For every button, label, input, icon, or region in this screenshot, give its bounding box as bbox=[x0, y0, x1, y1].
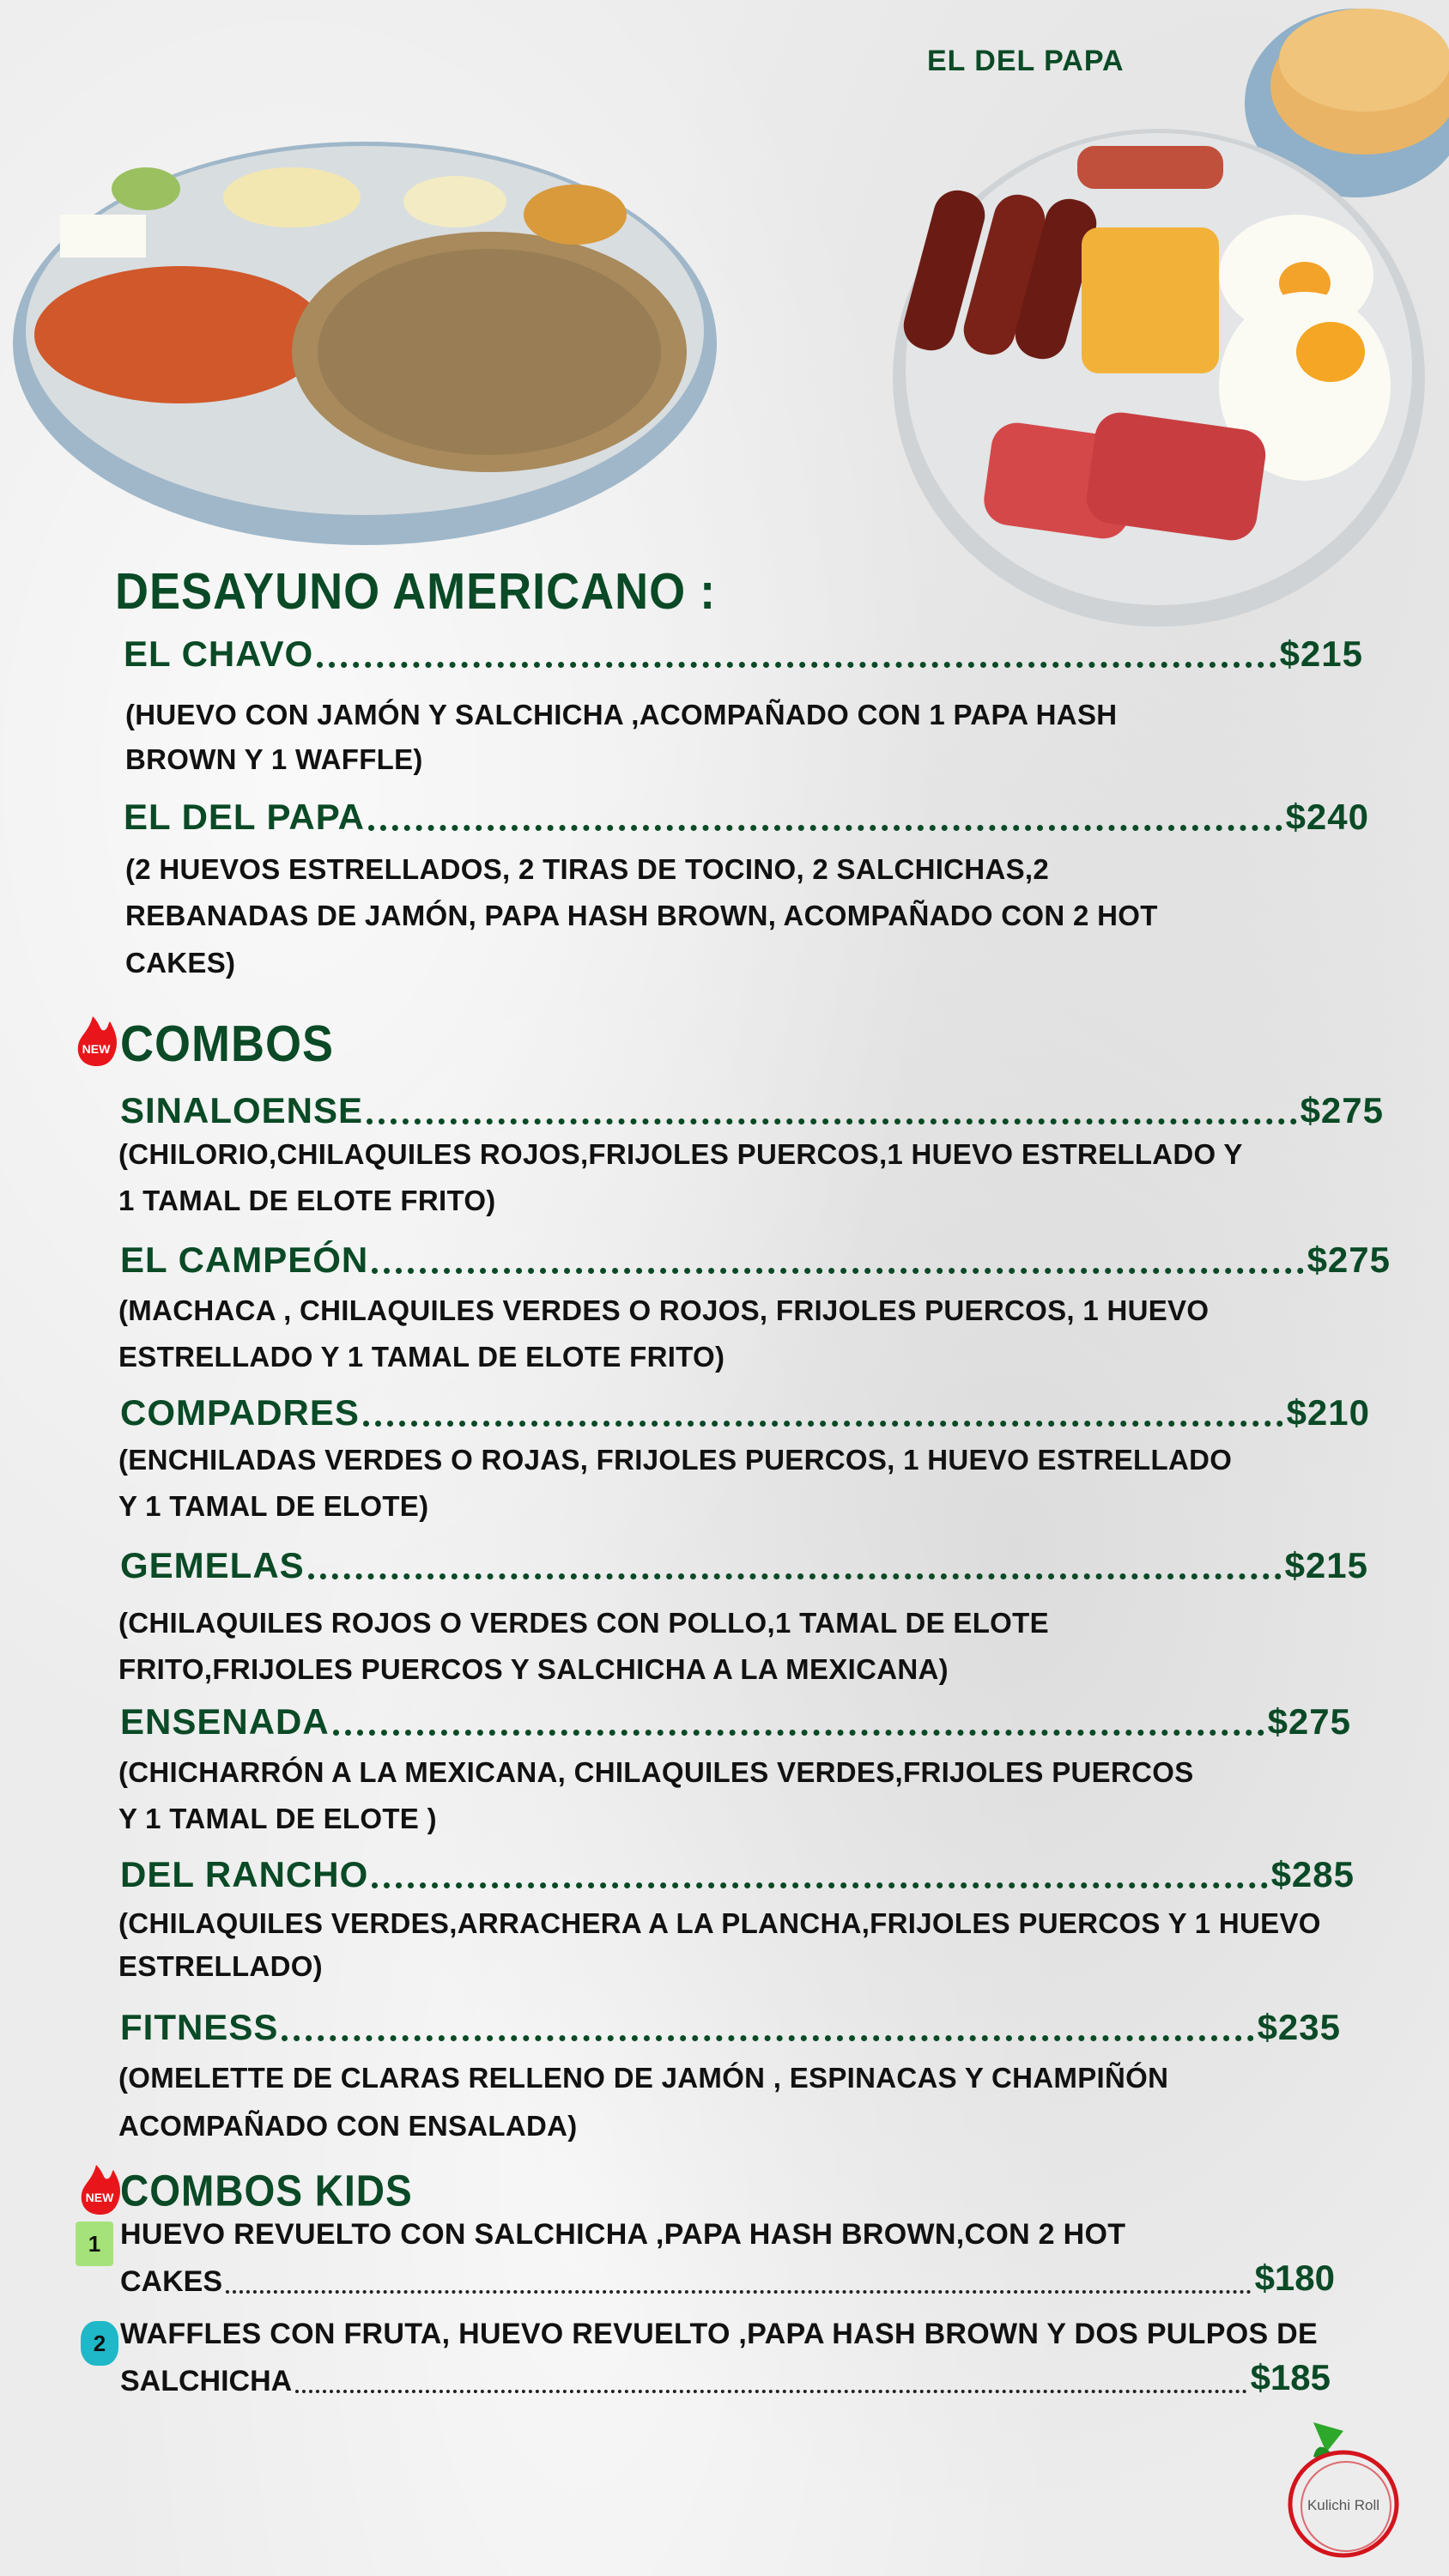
item-description: (MACHACA , CHILAQUILES VERDES O ROJOS, F… bbox=[118, 1294, 1210, 1326]
item-description: (CHILORIO,CHILAQUILES ROJOS,FRIJOLES PUE… bbox=[118, 1138, 1243, 1170]
item-description: (CHICHARRÓN A LA MEXICANA, CHILAQUILES V… bbox=[118, 1756, 1194, 1788]
item-price: $285 bbox=[1270, 1854, 1355, 1894]
dot-leader bbox=[362, 1388, 1283, 1427]
item-price: $275 bbox=[1307, 1240, 1391, 1280]
item-name: SALCHICHA bbox=[120, 2365, 293, 2397]
kids-item-1: CAKES $180 bbox=[120, 2258, 1335, 2299]
item-description: Y 1 TAMAL DE ELOTE ) bbox=[118, 1803, 437, 1834]
item-description: 1 TAMAL DE ELOTE FRITO) bbox=[118, 1185, 496, 1216]
kulichi-roll-logo: Kulichi Roll bbox=[1279, 2414, 1408, 2560]
combo-item-5: ENSENADA $275 bbox=[120, 1701, 1351, 1743]
chilaquiles-plate-photo bbox=[9, 120, 721, 549]
dot-leader bbox=[295, 2373, 1247, 2393]
item-name: EL CAMPEÓN bbox=[120, 1240, 369, 1280]
svg-text:Kulichi Roll: Kulichi Roll bbox=[1307, 2497, 1379, 2513]
item-price: $215 bbox=[1279, 633, 1363, 674]
item-description: Y 1 TAMAL DE ELOTE) bbox=[118, 1490, 429, 1522]
item-description: ACOMPAÑADO CON ENSALADA) bbox=[118, 2110, 578, 2142]
combo-item-1: SINALOENSE $275 bbox=[120, 1090, 1384, 1131]
dot-leader bbox=[317, 629, 1276, 668]
item-price: $215 bbox=[1284, 1545, 1368, 1585]
item-description: REBANADAS DE JAMÓN, PAPA HASH BROWN, ACO… bbox=[125, 900, 1158, 931]
item-name: EL DEL PAPA bbox=[124, 797, 365, 837]
item-price: $185 bbox=[1250, 2357, 1331, 2397]
item-name: ENSENADA bbox=[120, 1701, 330, 1742]
new-fire-icon: NEW bbox=[76, 1013, 118, 1068]
dot-leader bbox=[332, 1697, 1264, 1736]
item-description: FRITO,FRIJOLES PUERCOS Y SALCHICHA A LA … bbox=[118, 1653, 949, 1685]
section-title-combos-kids: COMBOS KIDS bbox=[120, 2166, 413, 2215]
item-price: $180 bbox=[1254, 2258, 1335, 2298]
dot-leader bbox=[226, 2273, 1252, 2294]
dot-leader bbox=[372, 1850, 1268, 1888]
kids-item-description: WAFFLES CON FRUTA, HUEVO REVUELTO ,PAPA … bbox=[120, 2318, 1319, 2350]
item-price: $275 bbox=[1267, 1701, 1351, 1742]
kids-item-description: HUEVO REVUELTO CON SALCHICHA ,PAPA HASH … bbox=[120, 2218, 1126, 2251]
photo-caption: EL DEL PAPA bbox=[927, 45, 1125, 77]
combo-item-6: DEL RANCHO $285 bbox=[120, 1854, 1355, 1895]
item-description: (ENCHILADAS VERDES O ROJAS, FRIJOLES PUE… bbox=[118, 1444, 1233, 1476]
badge-number: 2 bbox=[93, 2330, 106, 2356]
item-description: (HUEVO CON JAMÓN Y SALCHICHA ,ACOMPAÑADO… bbox=[125, 699, 1118, 730]
item-name: DEL RANCHO bbox=[120, 1854, 369, 1894]
dot-leader bbox=[367, 1086, 1297, 1124]
kids-item-2: SALCHICHA $185 bbox=[120, 2357, 1331, 2398]
combo-item-3: COMPADRES $210 bbox=[120, 1392, 1370, 1433]
item-name: EL CHAVO bbox=[124, 633, 314, 674]
item-description: (CHILAQUILES ROJOS O VERDES CON POLLO,1 … bbox=[118, 1607, 1049, 1639]
item-name: FITNESS bbox=[120, 2007, 279, 2047]
new-fire-icon: NEW bbox=[79, 2161, 122, 2216]
section-title-desayuno-americano: DESAYUNO AMERICANO : bbox=[115, 563, 717, 621]
item-description: CAKES) bbox=[125, 947, 236, 979]
dot-leader bbox=[367, 792, 1282, 831]
item-description: (OMELETTE DE CLARAS RELLENO DE JAMÓN , E… bbox=[118, 2062, 1169, 2094]
menu-item-1: EL CHAVO $215 bbox=[124, 633, 1363, 675]
menu-item-2: EL DEL PAPA $240 bbox=[124, 797, 1369, 838]
item-description: (CHILAQUILES VERDES,ARRACHERA A LA PLANC… bbox=[118, 1907, 1321, 1939]
item-description: (2 HUEVOS ESTRELLADOS, 2 TIRAS DE TOCINO… bbox=[125, 853, 1050, 885]
section-title-combos: COMBOS bbox=[120, 1015, 334, 1073]
new-badge-text: NEW bbox=[82, 1042, 111, 1056]
dot-leader bbox=[282, 2003, 1254, 2041]
dot-leader bbox=[372, 1235, 1304, 1274]
item-description: ESTRELLADO Y 1 TAMAL DE ELOTE FRITO) bbox=[118, 1341, 725, 1373]
item-name: COMPADRES bbox=[120, 1392, 360, 1433]
kids-number-badge: 1 bbox=[76, 2221, 113, 2266]
item-name: GEMELAS bbox=[120, 1545, 305, 1585]
item-description: ESTRELLADO) bbox=[118, 1950, 323, 1982]
item-price: $275 bbox=[1300, 1090, 1384, 1130]
combo-item-7: FITNESS $235 bbox=[120, 2007, 1341, 2048]
item-price: $235 bbox=[1257, 2007, 1341, 2047]
item-name: CAKES bbox=[120, 2265, 223, 2298]
new-badge-text: NEW bbox=[86, 2191, 114, 2204]
american-breakfast-plate-photo bbox=[884, 0, 1449, 627]
item-name: SINALOENSE bbox=[120, 1090, 364, 1130]
combo-item-4: GEMELAS $215 bbox=[120, 1545, 1368, 1586]
badge-number: 1 bbox=[88, 2230, 101, 2257]
item-description: BROWN Y 1 WAFFLE) bbox=[125, 743, 423, 775]
item-price: $210 bbox=[1286, 1392, 1370, 1433]
kids-number-badge: 2 bbox=[81, 2321, 118, 2366]
combo-item-2: EL CAMPEÓN $275 bbox=[120, 1240, 1391, 1281]
item-price: $240 bbox=[1285, 797, 1369, 837]
dot-leader bbox=[307, 1541, 1282, 1579]
